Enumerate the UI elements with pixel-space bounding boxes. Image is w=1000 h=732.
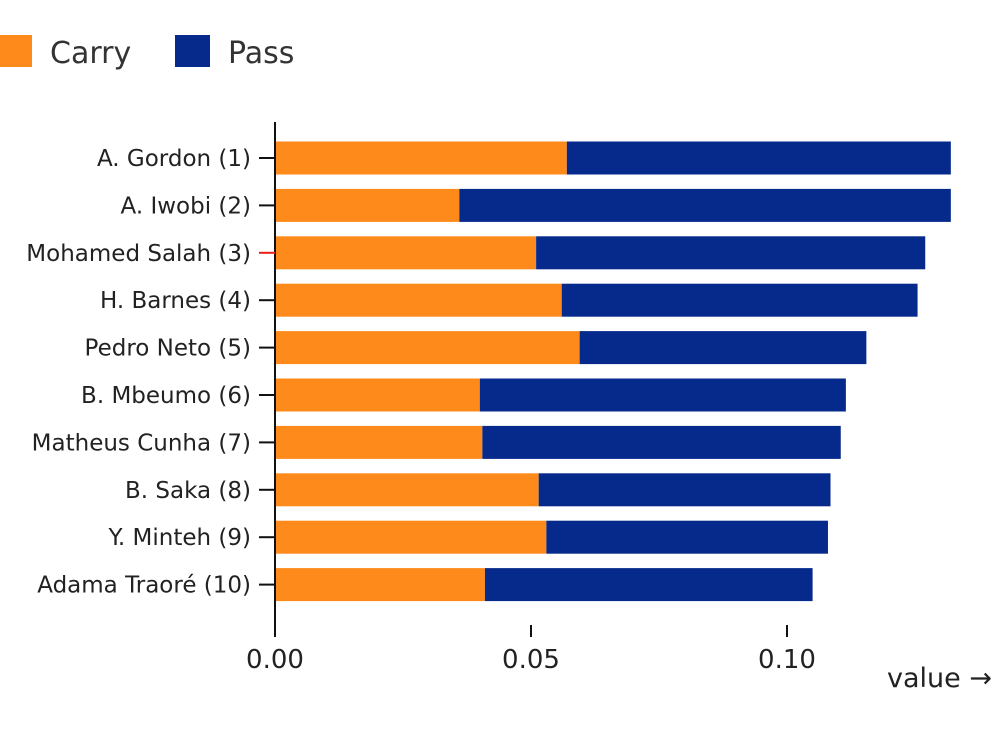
y-tick-label: A. Gordon (1) [97,146,251,172]
bar-pass-4 [561,283,918,317]
x-tick-label: 0.10 [758,645,816,675]
y-axis: A. Gordon (1) A. Iwobi (2) Mohamed Salah (… [26,122,276,625]
x-tick-label: 0.05 [502,645,560,675]
bar-pass-7 [482,425,841,459]
y-tick-label: Y. Minteh (9) [108,525,251,551]
legend: Carry Pass [0,35,294,71]
y-tick-label: B. Mbeumo (6) [81,383,251,409]
bar-pass-8 [538,473,831,507]
bar-carry-1 [275,141,567,175]
y-tick-label: Mohamed Salah (3) [26,241,251,267]
bar-pass-2 [459,188,951,222]
x-tick-label: 0.00 [246,645,304,675]
y-tick-label: H. Barnes (4) [100,288,251,314]
bar-pass-5 [579,331,867,365]
bar-carry-3 [275,236,537,270]
bar-carry-10 [275,568,485,602]
y-tick-label: Pedro Neto (5) [85,336,251,362]
legend-swatch-carry [0,35,32,67]
bar-pass-6 [479,378,846,412]
bar-pass-9 [546,520,828,554]
bar-carry-2 [275,188,460,222]
bar-pass-10 [484,568,813,602]
y-tick-label: Adama Traoré (10) [37,573,251,599]
y-tick-label: B. Saka (8) [125,478,251,504]
x-axis-label: value → [887,663,992,694]
bar-carry-6 [275,378,480,412]
legend-label-carry: Carry [50,36,131,71]
bar-carry-7 [275,425,483,459]
bars [275,141,951,602]
bar-carry-4 [275,283,562,317]
bar-carry-9 [275,520,547,554]
y-tick-label: A. Iwobi (2) [121,193,252,219]
bar-pass-1 [566,141,951,175]
y-tick-label: Matheus Cunha (7) [32,430,251,456]
bar-carry-8 [275,473,539,507]
legend-label-pass: Pass [228,36,294,71]
bar-carry-5 [275,331,580,365]
x-axis: 0.00 0.05 0.10 [246,625,816,675]
bar-pass-3 [536,236,926,270]
legend-swatch-pass [175,35,210,67]
